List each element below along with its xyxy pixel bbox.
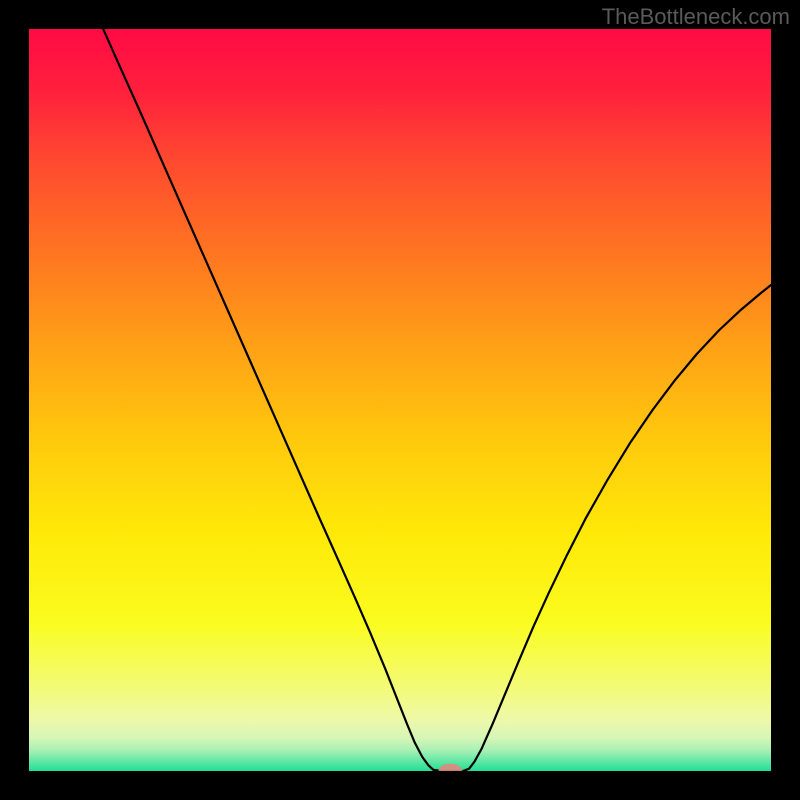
bottleneck-chart: [0, 0, 800, 800]
watermark-text: TheBottleneck.com: [602, 4, 790, 30]
chart-container: TheBottleneck.com: [0, 0, 800, 800]
